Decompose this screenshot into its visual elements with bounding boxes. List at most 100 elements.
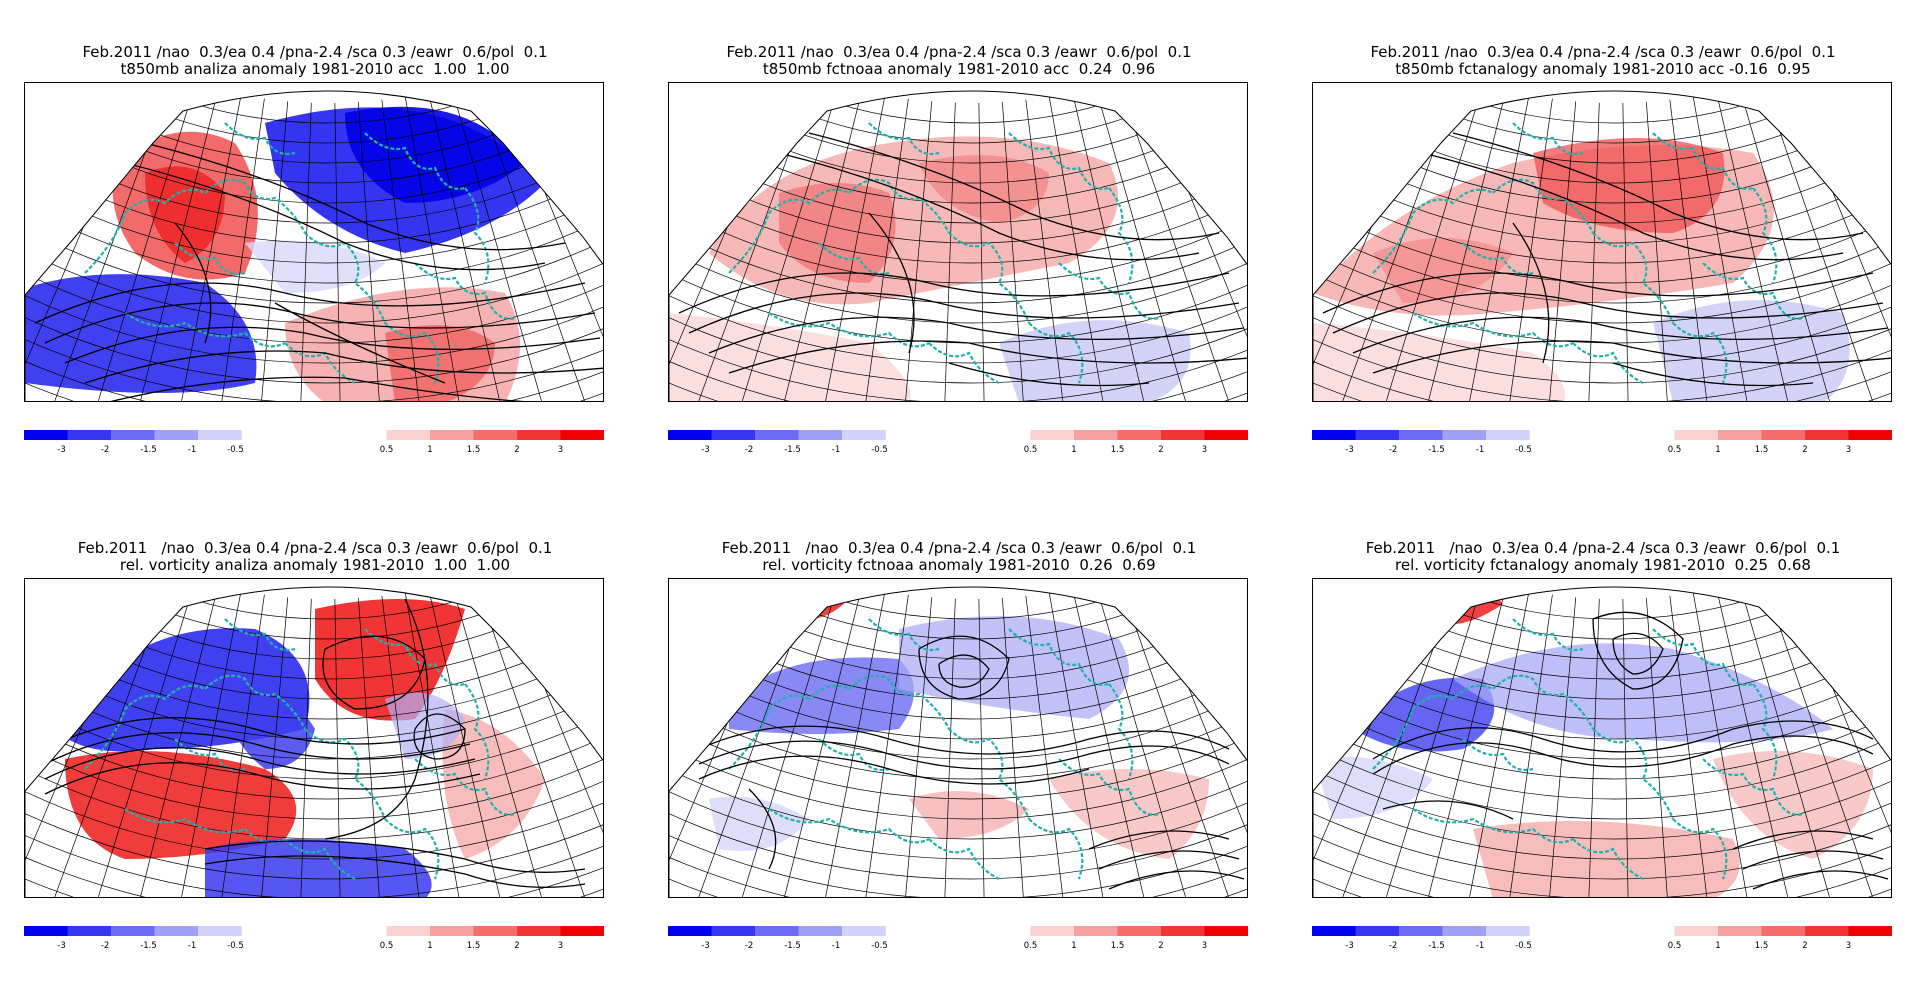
panel-title-line2: t850mb fctanalogy anomaly 1981-2010 acc …	[1395, 60, 1811, 78]
colorbar-swatch-neg	[1486, 430, 1530, 440]
colorbar-swatch-neg	[1355, 430, 1400, 440]
anomaly-shading	[205, 839, 432, 897]
map-outline	[25, 586, 603, 897]
colorbar-tick-label: 0.5	[1024, 445, 1038, 455]
map	[1313, 586, 1891, 897]
colorbar-swatch-pos	[1805, 926, 1849, 936]
anomaly-shading	[1049, 769, 1209, 859]
contours	[678, 132, 1247, 387]
colorbar-swatch-neg	[842, 926, 886, 936]
colorbar-tick-label: -2	[1389, 941, 1397, 951]
coastlines	[728, 618, 1160, 880]
colorbar-swatch-pos	[1117, 926, 1162, 936]
colorbar-svg: -3 -2 -1.5 -1 -0.5 0.5 1 1.5 2 3	[1312, 926, 1892, 951]
colorbar-tick-label: -1	[188, 445, 196, 455]
colorbar-swatch-pos	[430, 430, 474, 440]
panel-title-line1: Feb.2011 /nao 0.3/ea 0.4 /pna-2.4 /sca 0…	[77, 539, 553, 557]
map-area	[25, 587, 603, 897]
colorbar-tick-label: 3	[558, 445, 563, 455]
colorbar-swatch-neg	[842, 430, 886, 440]
anomaly-shading	[909, 791, 1029, 839]
coastlines	[84, 122, 516, 384]
map	[25, 586, 603, 897]
panel-title-line2: rel. vorticity fctanalogy anomaly 1981-2…	[1395, 556, 1811, 574]
anomaly-shading	[145, 166, 225, 263]
contours	[1372, 611, 1889, 890]
colorbar-swatch-pos	[1117, 430, 1162, 440]
contours	[1322, 132, 1891, 387]
anomaly-shading	[385, 692, 465, 759]
map	[669, 586, 1247, 897]
colorbar-swatch-pos	[1204, 430, 1248, 440]
colorbar-tick-label: -0.5	[871, 445, 888, 455]
colorbar-tick-label: 0.5	[1668, 445, 1682, 455]
colorbar-tick-label: -2	[101, 445, 109, 455]
panel-title-line2: t850mb fctnoaa anomaly 1981-2010 acc 0.2…	[762, 60, 1156, 78]
colorbar-tick-label: -2	[1389, 445, 1397, 455]
colorbar-tick-label: 3	[1846, 941, 1851, 951]
anomaly-shading	[709, 796, 809, 851]
colorbar-swatch-neg	[67, 926, 112, 936]
colorbar-swatch-neg	[1312, 430, 1356, 440]
map-area	[669, 91, 1247, 401]
anomaly-shading	[729, 657, 914, 734]
map-frame	[1312, 82, 1892, 402]
colorbar-swatch-pos	[1805, 430, 1849, 440]
colorbar-tick-label: 2	[1158, 941, 1163, 951]
colorbar-tick-label: -1.5	[1428, 941, 1445, 951]
colorbar-swatch-pos	[386, 430, 431, 440]
panel-title-line1: Feb.2011 /nao 0.3/ea 0.4 /pna-2.4 /sca 0…	[1370, 43, 1836, 61]
colorbar-svg: -3 -2 -1.5 -1 -0.5 0.5 1 1.5 2 3	[24, 926, 604, 951]
anomaly-shading	[1453, 643, 1833, 743]
colorbar-swatch-neg	[1312, 926, 1356, 936]
colorbar-tick-label: 1.5	[1111, 445, 1125, 455]
colorbar-swatch-neg	[668, 926, 712, 936]
colorbar-swatch-neg	[111, 926, 155, 936]
colorbar-swatch-pos	[1204, 926, 1248, 936]
colorbar-tick-label: -1	[1476, 445, 1484, 455]
anomaly-shading	[442, 709, 545, 859]
panel-t850-fctnoaa: Feb.2011 /nao 0.3/ea 0.4 /pna-2.4 /sca 0…	[664, 44, 1254, 464]
colorbar-swatch-neg	[1399, 430, 1443, 440]
anomaly-shading	[1353, 677, 1495, 752]
colorbar-swatch-neg	[154, 430, 199, 440]
anomaly-shading	[225, 687, 315, 769]
colorbar-tick-label: 1	[427, 445, 432, 455]
colorbar-swatch-pos	[1674, 430, 1719, 440]
colorbar-swatch-pos	[1030, 926, 1075, 936]
colorbar-tick-label: 0.5	[380, 445, 394, 455]
colorbar-tick-label: -3	[57, 445, 65, 455]
colorbar-tick-label: 1.5	[1111, 941, 1125, 951]
colorbar-tick-label: 3	[1202, 445, 1207, 455]
map-frame	[1312, 578, 1892, 898]
colorbar-tick-label: -2	[745, 445, 753, 455]
colorbar: -3 -2 -1.5 -1 -0.5 0.5 1 1.5 2 3	[24, 430, 604, 456]
map	[669, 90, 1247, 401]
colorbar-tick-label: -3	[701, 941, 709, 951]
map	[25, 90, 603, 401]
colorbar-tick-label: -1	[832, 445, 840, 455]
colorbar-swatch-pos	[517, 430, 561, 440]
anomaly-shading	[1313, 756, 1433, 819]
map-outline	[1313, 90, 1891, 401]
map-outline	[669, 586, 1247, 897]
colorbar-svg: -3 -2 -1.5 -1 -0.5 0.5 1 1.5 2 3	[668, 926, 1248, 951]
map-area	[1313, 91, 1891, 401]
colorbar-tick-label: -3	[701, 445, 709, 455]
map-frame	[24, 578, 604, 898]
colorbar-swatch-pos	[1161, 430, 1205, 440]
colorbar-tick-label: 1	[427, 941, 432, 951]
colorbar-swatch-pos	[1074, 926, 1118, 936]
anomaly-shading	[669, 313, 911, 401]
colorbar-tick-label: -3	[1345, 941, 1353, 951]
colorbar: -3 -2 -1.5 -1 -0.5 0.5 1 1.5 2 3	[24, 926, 604, 952]
colorbar-tick-label: -1	[188, 941, 196, 951]
latlon-grid	[1313, 587, 1891, 897]
map	[1313, 90, 1891, 401]
colorbar-swatch-neg	[24, 430, 68, 440]
panel-title-line2: t850mb analiza anomaly 1981-2010 acc 1.0…	[120, 60, 510, 78]
colorbar-swatch-neg	[198, 926, 242, 936]
anomaly-shading	[245, 240, 385, 293]
colorbar-tick-label: 1.5	[1755, 445, 1769, 455]
colorbar-swatch-neg	[198, 430, 242, 440]
